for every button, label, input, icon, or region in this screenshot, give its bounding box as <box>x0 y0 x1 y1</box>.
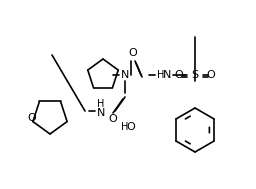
Text: O: O <box>207 70 215 80</box>
Text: O: O <box>129 48 137 58</box>
Text: N: N <box>163 70 171 80</box>
Text: O: O <box>175 70 183 80</box>
Text: H: H <box>157 70 165 80</box>
Text: S: S <box>191 70 199 80</box>
Text: O: O <box>127 122 135 132</box>
Text: O: O <box>28 113 36 123</box>
Text: N: N <box>121 70 129 80</box>
Text: H: H <box>121 122 129 132</box>
Text: H: H <box>97 99 105 109</box>
Text: N: N <box>97 108 105 118</box>
Text: O: O <box>109 114 117 124</box>
